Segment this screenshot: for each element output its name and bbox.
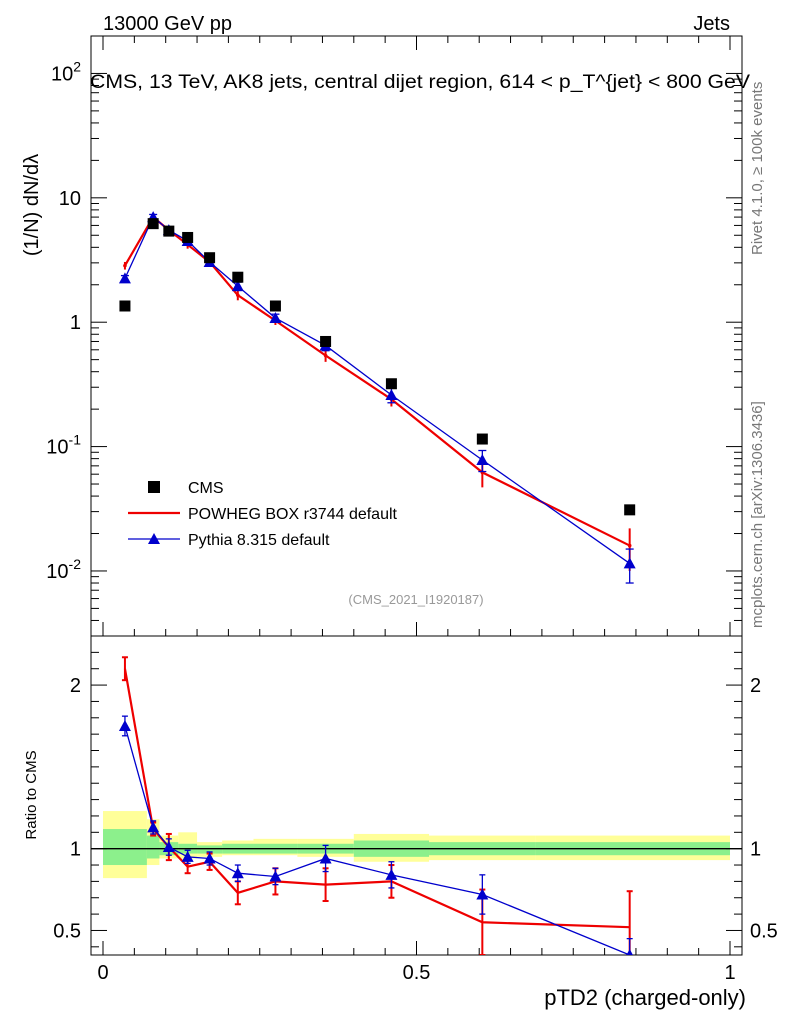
ratio-plot: 0.5 0.5 1 1 2 2 0 0.5 1 <box>53 635 778 984</box>
cms-point <box>163 225 175 237</box>
y-tick-label: 10-2 <box>46 556 81 583</box>
legend: CMS POWHEG BOX r3744 default Pythia 8.315 … <box>128 480 398 549</box>
y-tick-label: 10-1 <box>46 432 81 459</box>
pythia-point <box>269 312 282 324</box>
pythia-point <box>385 388 398 400</box>
cms-point <box>147 218 159 230</box>
analysis-label: (CMS_2021_I1920187) <box>348 592 483 607</box>
cms-point <box>204 252 216 264</box>
ratio-pythia-point <box>626 949 633 955</box>
ratio-y-tick-label-left: 1 <box>70 839 81 861</box>
legend-cms-marker <box>148 481 160 493</box>
powheg-point <box>323 353 328 358</box>
ratio-pythia-point <box>203 852 216 864</box>
plot-title: CMS, 13 TeV, AK8 jets, central dijet reg… <box>90 72 750 93</box>
pythia-point <box>118 272 131 284</box>
powheg-point <box>236 293 240 297</box>
x-tick-label: 0 <box>97 962 108 984</box>
powheg-point <box>627 543 632 548</box>
rivet-label: Rivet 4.1.0, ≥ 100k events <box>749 82 766 255</box>
source-label: mcplots.cern.ch [arXiv:1306.3436] <box>749 401 766 628</box>
cms-point <box>119 300 131 312</box>
cms-point <box>476 433 488 445</box>
ratio-pythia-point <box>162 841 175 853</box>
ratio-pythia-point <box>231 867 244 879</box>
ratio-y-tick-label-left: 0.5 <box>53 920 81 942</box>
cms-point <box>269 300 281 312</box>
ratio-pythia-point <box>147 821 160 833</box>
ratio-powheg-line <box>123 668 630 929</box>
ratio-series <box>118 656 633 955</box>
cms-point <box>624 504 636 516</box>
pythia-point <box>231 280 244 292</box>
xlabel: pTD2 (charged-only) <box>544 985 746 1010</box>
cms-point <box>320 335 332 347</box>
ratio-y-tick-label-right: 2 <box>750 675 761 697</box>
uncertainty-band-inner <box>103 829 147 866</box>
x-tick-label: 0.5 <box>403 962 431 984</box>
ratio-y-tick-label-right: 0.5 <box>750 920 778 942</box>
main-ylabel: (1/N) dN/dλ <box>21 154 43 256</box>
ratio-y-tick-label-right: 1 <box>750 839 761 861</box>
ratio-pythia-point <box>181 850 194 862</box>
legend-label: POWHEG BOX r3744 default <box>188 506 398 523</box>
cms-point <box>385 378 397 390</box>
ratio-pythia-point <box>476 888 489 900</box>
y-tick-label: 10 <box>59 188 81 210</box>
legend-pythia-marker <box>148 533 160 544</box>
main-plot: 10-2 10-1 1 10 102 <box>46 35 743 637</box>
uncertainty-band-inner <box>197 845 223 854</box>
ratio-pythia-point <box>385 868 398 880</box>
legend-label: CMS <box>188 480 224 497</box>
ratio-ylabel: Ratio to CMS <box>23 750 40 839</box>
category-label: Jets <box>693 13 730 35</box>
ratio-pythia-point <box>269 870 282 882</box>
ratio-pythia-point <box>319 852 332 864</box>
cms-point <box>182 231 194 243</box>
ratio-pythia-point <box>118 719 131 731</box>
y-tick-label: 1 <box>70 312 81 334</box>
powheg-point <box>123 263 127 268</box>
pythia-point <box>623 557 636 569</box>
legend-label: Pythia 8.315 default <box>188 532 330 549</box>
energy-label: 13000 GeV pp <box>103 13 232 35</box>
ratio-frame <box>90 635 743 956</box>
y-tick-label: 102 <box>51 58 81 85</box>
cms-point <box>232 271 244 283</box>
pythia-point <box>476 454 489 466</box>
ratio-y-tick-label-left: 2 <box>70 675 81 697</box>
x-tick-label: 1 <box>724 962 735 984</box>
uncertainty-band-inner <box>146 835 160 859</box>
